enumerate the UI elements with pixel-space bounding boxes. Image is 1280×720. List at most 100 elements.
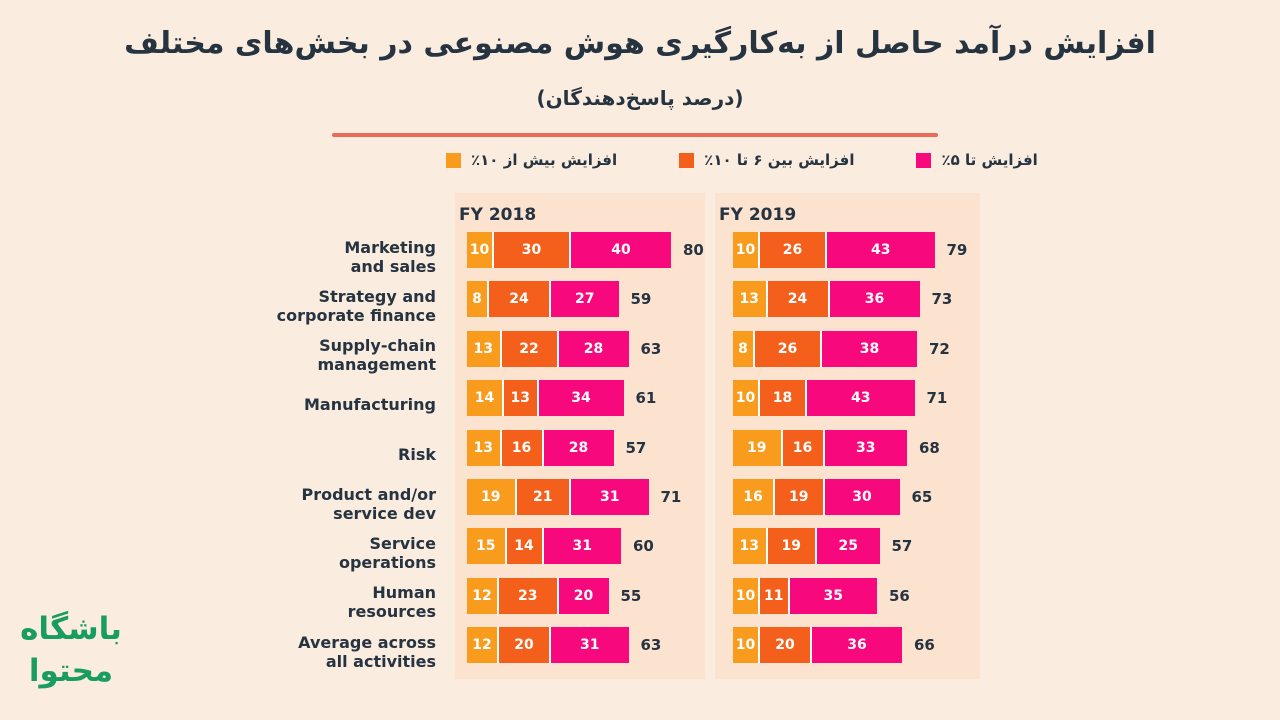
stacked-bar: 19 21 31 — [467, 478, 649, 515]
bar-row: 8 24 27 59 — [467, 281, 705, 330]
stacked-bar: 10 26 43 — [733, 232, 935, 268]
bar-segment: 27 — [551, 281, 619, 318]
bar-segment: 25 — [817, 528, 880, 565]
bar-row: 12 20 31 63 — [467, 627, 705, 676]
category-label: Strategy and corporate finance — [276, 287, 436, 326]
segment-value: 28 — [583, 340, 604, 357]
stacked-bar: 13 19 25 — [733, 528, 880, 565]
bar-segment: 23 — [499, 577, 557, 614]
bar-total: 59 — [630, 290, 652, 309]
bar-segment: 22 — [501, 330, 557, 367]
panel-fy2019-bars: 10 26 43 79 13 24 36 73 8 26 38 72 10 18 43 71 19 16 33 68 1… — [715, 232, 980, 677]
bar-segment: 13 — [733, 281, 766, 318]
segment-value: 31 — [600, 488, 620, 505]
segment-value: 28 — [568, 439, 589, 456]
segment-value: 23 — [518, 587, 538, 604]
segment-value: 43 — [851, 390, 871, 407]
legend-swatch-6-to-10-icon — [679, 152, 695, 168]
bar-total: 79 — [946, 241, 968, 259]
bar-segment: 28 — [558, 330, 629, 367]
stacked-bar: 13 24 36 — [733, 281, 920, 318]
legend-swatch-up-to-5-icon — [916, 152, 932, 168]
segment-value: 43 — [871, 242, 891, 258]
segment-value: 13 — [739, 291, 759, 308]
segment-value: 20 — [514, 637, 534, 654]
logo-line2: محتوا — [28, 653, 114, 689]
segment-value: 24 — [787, 291, 808, 308]
segment-value: 16 — [511, 439, 532, 456]
segment-value: 36 — [847, 637, 867, 654]
bar-row: 13 24 36 73 — [733, 281, 980, 330]
bar-segment: 10 — [733, 627, 758, 664]
bar-segment: 38 — [822, 330, 917, 367]
panel-fy2019-title: FY 2019 — [719, 205, 797, 225]
bar-segment: 30 — [824, 478, 900, 515]
bar-total: 63 — [640, 339, 662, 358]
bar-row: 12 23 20 55 — [467, 577, 705, 627]
legend-item-up-to-5: افزایش تا ۵٪ — [916, 151, 1038, 169]
bar-row: 10 18 43 71 — [733, 380, 980, 429]
bar-segment: 10 — [733, 577, 758, 614]
bar-row: 13 19 25 57 — [733, 528, 980, 577]
bar-segment: 19 — [733, 429, 781, 466]
bar-row: 10 26 43 79 — [733, 232, 980, 281]
divider-line — [332, 133, 938, 137]
segment-value: 19 — [781, 538, 801, 555]
bar-row: 13 22 28 63 — [467, 330, 705, 380]
segment-value: 13 — [473, 340, 493, 357]
bar-segment: 8 — [733, 330, 753, 367]
bar-segment: 20 — [499, 627, 549, 664]
bar-total: 57 — [625, 438, 647, 457]
bar-row: 16 19 30 65 — [733, 478, 980, 528]
legend-label: افزایش تا ۵٪ — [941, 151, 1038, 169]
segment-value: 13 — [473, 439, 493, 456]
bar-segment: 13 — [504, 380, 537, 417]
panel-fy2019: FY 2019 10 26 43 79 13 24 36 73 8 26 38 72 10 18 43 71 1… — [715, 193, 980, 679]
stacked-bar: 13 16 28 — [467, 429, 614, 466]
stacked-bar: 8 24 27 — [467, 281, 619, 318]
bar-segment: 15 — [467, 528, 505, 565]
stacked-bar: 13 22 28 — [467, 330, 629, 367]
bar-segment: 30 — [494, 232, 569, 268]
legend-label: افزایش بین ۶ تا ۱۰٪ — [704, 151, 855, 169]
bar-row: 13 16 28 57 — [467, 429, 705, 479]
category-label: Manufacturing — [304, 395, 436, 415]
bar-segment: 19 — [467, 478, 515, 515]
segment-value: 24 — [509, 291, 529, 308]
bar-segment: 43 — [827, 232, 935, 268]
bar-segment: 13 — [467, 330, 500, 367]
bar-segment: 26 — [760, 232, 825, 268]
bar-segment: 28 — [543, 429, 614, 466]
segment-value: 10 — [735, 637, 756, 654]
bar-total: 80 — [683, 241, 704, 259]
bar-total: 66 — [914, 636, 935, 655]
bar-segment: 20 — [760, 627, 810, 664]
bar-segment: 13 — [467, 429, 500, 466]
category-label: Risk — [398, 444, 436, 464]
bar-total: 65 — [911, 487, 933, 506]
segment-value: 35 — [823, 587, 843, 604]
legend-label: افزایش بیش از ۱۰٪ — [471, 151, 618, 169]
segment-value: 12 — [472, 637, 492, 654]
segment-value: 12 — [472, 587, 492, 604]
segment-value: 22 — [519, 340, 539, 357]
category-label: Marketing and sales — [344, 237, 436, 276]
stacked-bar: 10 11 35 — [733, 577, 877, 614]
bar-segment: 19 — [775, 478, 823, 515]
bar-segment: 31 — [543, 528, 621, 565]
panel-fy2018: FY 2018 10 30 40 80 8 24 27 59 13 22 28 63 14 13 34 61 1… — [455, 193, 705, 679]
bar-segment: 36 — [812, 627, 902, 664]
bar-segment: 26 — [755, 330, 820, 367]
stacked-bar: 10 18 43 — [733, 380, 915, 417]
segment-value: 19 — [789, 488, 809, 505]
category-label: Supply-chain management — [317, 336, 436, 375]
bar-segment: 14 — [467, 380, 502, 417]
bar-segment: 33 — [824, 429, 907, 466]
bar-row: 14 13 34 61 — [467, 380, 705, 429]
bar-segment: 16 — [733, 478, 773, 515]
segment-value: 16 — [792, 439, 813, 456]
segment-value: 19 — [481, 488, 501, 505]
bar-segment: 10 — [733, 380, 758, 417]
bar-total: 73 — [931, 290, 953, 309]
legend-item-6-to-10: افزایش بین ۶ تا ۱۰٪ — [679, 151, 854, 169]
